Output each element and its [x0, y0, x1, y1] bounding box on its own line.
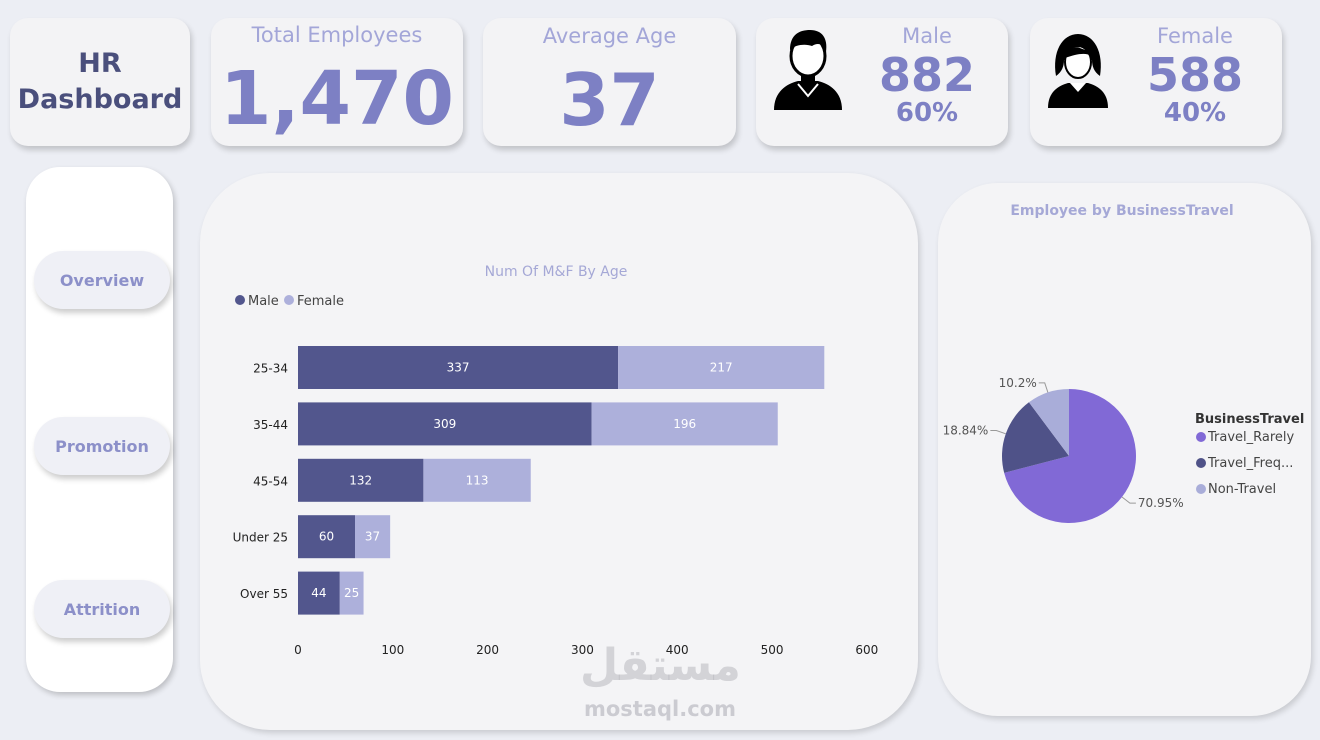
bar-female[interactable] [591, 402, 778, 446]
female-card: Female 588 40% [1030, 18, 1282, 146]
bar-female[interactable] [618, 346, 825, 389]
female-avatar-icon [1048, 34, 1108, 108]
bar-female-value: 196 [673, 417, 696, 431]
bar-female-value: 37 [365, 530, 380, 544]
bar-male-value: 309 [433, 417, 456, 431]
category-label: Over 55 [240, 587, 288, 601]
pie-legend-title: BusinessTravel [1195, 412, 1304, 427]
category-label: 35-44 [253, 418, 288, 432]
attrition-button[interactable]: Attrition [34, 580, 170, 638]
dashboard-title-line1: HR [78, 48, 122, 79]
bar-male-value: 44 [311, 586, 326, 600]
pie-data-label: 10.2% [999, 376, 1037, 390]
category-label: 25-34 [253, 362, 288, 376]
watermark-arabic-logo: مستقل [580, 640, 741, 691]
male-avatar-icon [774, 30, 842, 110]
age-gender-chart-panel: Num Of M&F By Age Male Female 25-34 337 21… [200, 173, 918, 730]
pie-legend-dot [1196, 432, 1206, 442]
pie-data-label: 18.84% [943, 423, 989, 437]
female-count: 588 [1146, 48, 1244, 102]
average-age-value: 37 [559, 58, 660, 142]
bar-female[interactable] [355, 515, 391, 559]
dashboard-title-line2: Dashboard [17, 84, 183, 115]
bar-chart-title: Num Of M&F By Age [485, 264, 628, 280]
x-tick-label: 0 [294, 643, 302, 657]
pie-leader-line [1121, 496, 1136, 504]
female-percent: 40% [1163, 98, 1227, 128]
male-percent: 60% [895, 98, 959, 128]
bar-male[interactable] [298, 515, 355, 559]
bar-female-value: 217 [710, 361, 733, 375]
overview-button[interactable]: Overview [34, 251, 170, 309]
total-employees-label: Total Employees [251, 23, 423, 47]
bar-female-value: 25 [344, 586, 359, 600]
legend-female-label: Female [297, 294, 344, 309]
bar-male-value: 132 [349, 473, 372, 487]
male-label: Male [902, 24, 952, 48]
bar-male[interactable] [298, 571, 340, 615]
pie-data-label: 70.95% [1138, 496, 1184, 510]
pie-legend-dot [1196, 458, 1206, 468]
x-tick-label: 400 [666, 643, 689, 657]
female-label: Female [1157, 24, 1233, 48]
pie-legend-dot [1196, 484, 1206, 494]
pie-slice[interactable] [1028, 389, 1069, 456]
bar-male-value: 337 [447, 361, 470, 375]
total-employees-value: 1,470 [219, 56, 455, 142]
average-age-card: Average Age 37 [483, 18, 736, 146]
bar-male-value: 60 [319, 530, 334, 544]
category-label: 45-54 [253, 474, 288, 488]
x-tick-label: 500 [761, 643, 784, 657]
male-card: Male 882 60% [756, 18, 1008, 146]
watermark-text: mostaql.com [584, 697, 736, 721]
pie-legend-label[interactable]: Travel_Rarely [1207, 430, 1295, 445]
legend-male-dot [235, 295, 245, 305]
pie-legend-label[interactable]: Non-Travel [1208, 482, 1276, 497]
pie-legend-label[interactable]: Travel_Freq... [1207, 456, 1293, 471]
x-tick-label: 200 [476, 643, 499, 657]
pie-leader-line [1038, 382, 1049, 393]
business-travel-chart-panel: Employee by BusinessTravel 70.95% 18.84% 1… [938, 183, 1311, 716]
bar-male[interactable] [298, 458, 424, 502]
x-tick-label: 600 [855, 643, 878, 657]
bar-male[interactable] [298, 346, 619, 389]
bar-female[interactable] [423, 458, 531, 502]
bar-female-value: 113 [466, 473, 489, 487]
legend-male-label: Male [248, 294, 279, 309]
total-employees-card: Total Employees 1,470 [211, 18, 463, 146]
pie-slice[interactable] [1002, 402, 1069, 473]
business-travel-pie-chart: Employee by BusinessTravel 70.95% 18.84% 1… [943, 203, 1304, 523]
average-age-label: Average Age [542, 24, 677, 48]
x-tick-label: 300 [571, 643, 594, 657]
bar-male[interactable] [298, 402, 592, 446]
pie-slice[interactable] [1004, 389, 1136, 523]
male-count: 882 [878, 48, 976, 102]
x-tick-label: 100 [381, 643, 404, 657]
pie-leader-line [990, 429, 1006, 435]
pie-chart-title: Employee by BusinessTravel [1010, 203, 1233, 219]
title-card: HR Dashboard [10, 18, 190, 146]
bar-female[interactable] [339, 571, 364, 615]
promotion-button[interactable]: Promotion [34, 417, 170, 475]
category-label: Under 25 [233, 531, 288, 545]
age-gender-bar-chart: Num Of M&F By Age Male Female 25-34 337 21… [233, 264, 879, 657]
legend-female-dot [284, 295, 294, 305]
